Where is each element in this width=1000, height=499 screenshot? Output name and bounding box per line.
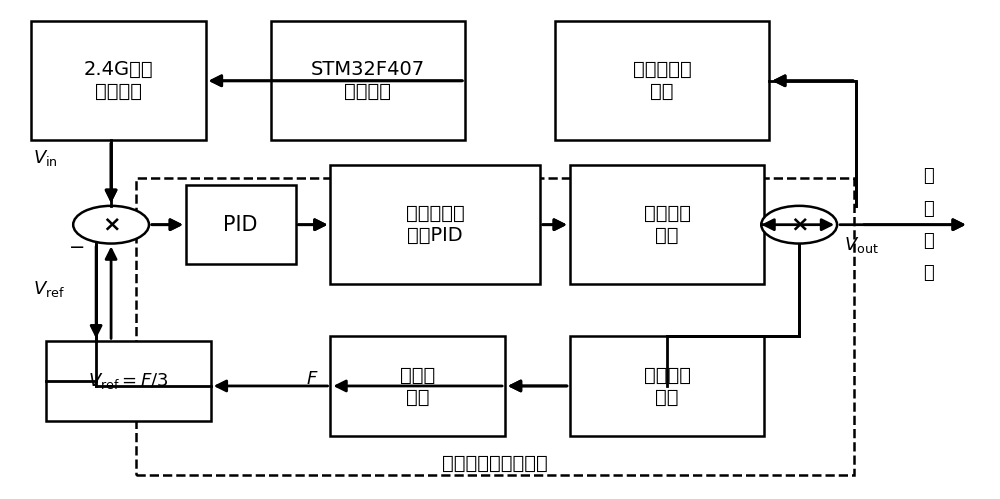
- Text: $F$: $F$: [306, 370, 319, 388]
- Text: $-$: $-$: [68, 236, 84, 255]
- Bar: [570, 336, 764, 436]
- Bar: [330, 165, 540, 284]
- Bar: [330, 336, 505, 436]
- Text: $V_{\rm ref}=F/3$: $V_{\rm ref}=F/3$: [88, 371, 169, 391]
- Text: 三相霍尔
测速: 三相霍尔 测速: [644, 365, 691, 407]
- Text: 电机驱动器
内部PID: 电机驱动器 内部PID: [406, 204, 465, 245]
- Text: 上位机辨识
平台: 上位机辨识 平台: [633, 60, 691, 101]
- Text: 通: 通: [923, 232, 934, 250]
- Bar: [136, 178, 854, 475]
- Text: ×: ×: [102, 215, 120, 235]
- Text: $V_{\rm ref}$: $V_{\rm ref}$: [33, 279, 65, 299]
- Bar: [31, 21, 206, 140]
- Text: ×: ×: [790, 215, 808, 235]
- Text: STM32F407
无线遥控: STM32F407 无线遥控: [311, 60, 425, 101]
- Text: 2.4G无线
通信模块: 2.4G无线 通信模块: [84, 60, 153, 101]
- Bar: [46, 341, 211, 421]
- Text: 三相无刷
电机: 三相无刷 电机: [644, 204, 691, 245]
- Text: PID: PID: [223, 215, 258, 235]
- Circle shape: [761, 206, 837, 244]
- Text: $V_{\rm in}$: $V_{\rm in}$: [33, 148, 58, 168]
- Text: 口: 口: [923, 200, 934, 218]
- Text: 信: 信: [923, 264, 934, 282]
- Bar: [271, 21, 465, 140]
- Circle shape: [73, 206, 149, 244]
- Bar: [555, 21, 769, 140]
- Text: 串: 串: [923, 167, 934, 185]
- Text: $V_{\rm out}$: $V_{\rm out}$: [844, 235, 879, 254]
- Text: 机器人运动系统模型: 机器人运动系统模型: [442, 454, 548, 473]
- Bar: [186, 185, 296, 264]
- Bar: [570, 165, 764, 284]
- Text: 复合滤
波器: 复合滤 波器: [400, 365, 435, 407]
